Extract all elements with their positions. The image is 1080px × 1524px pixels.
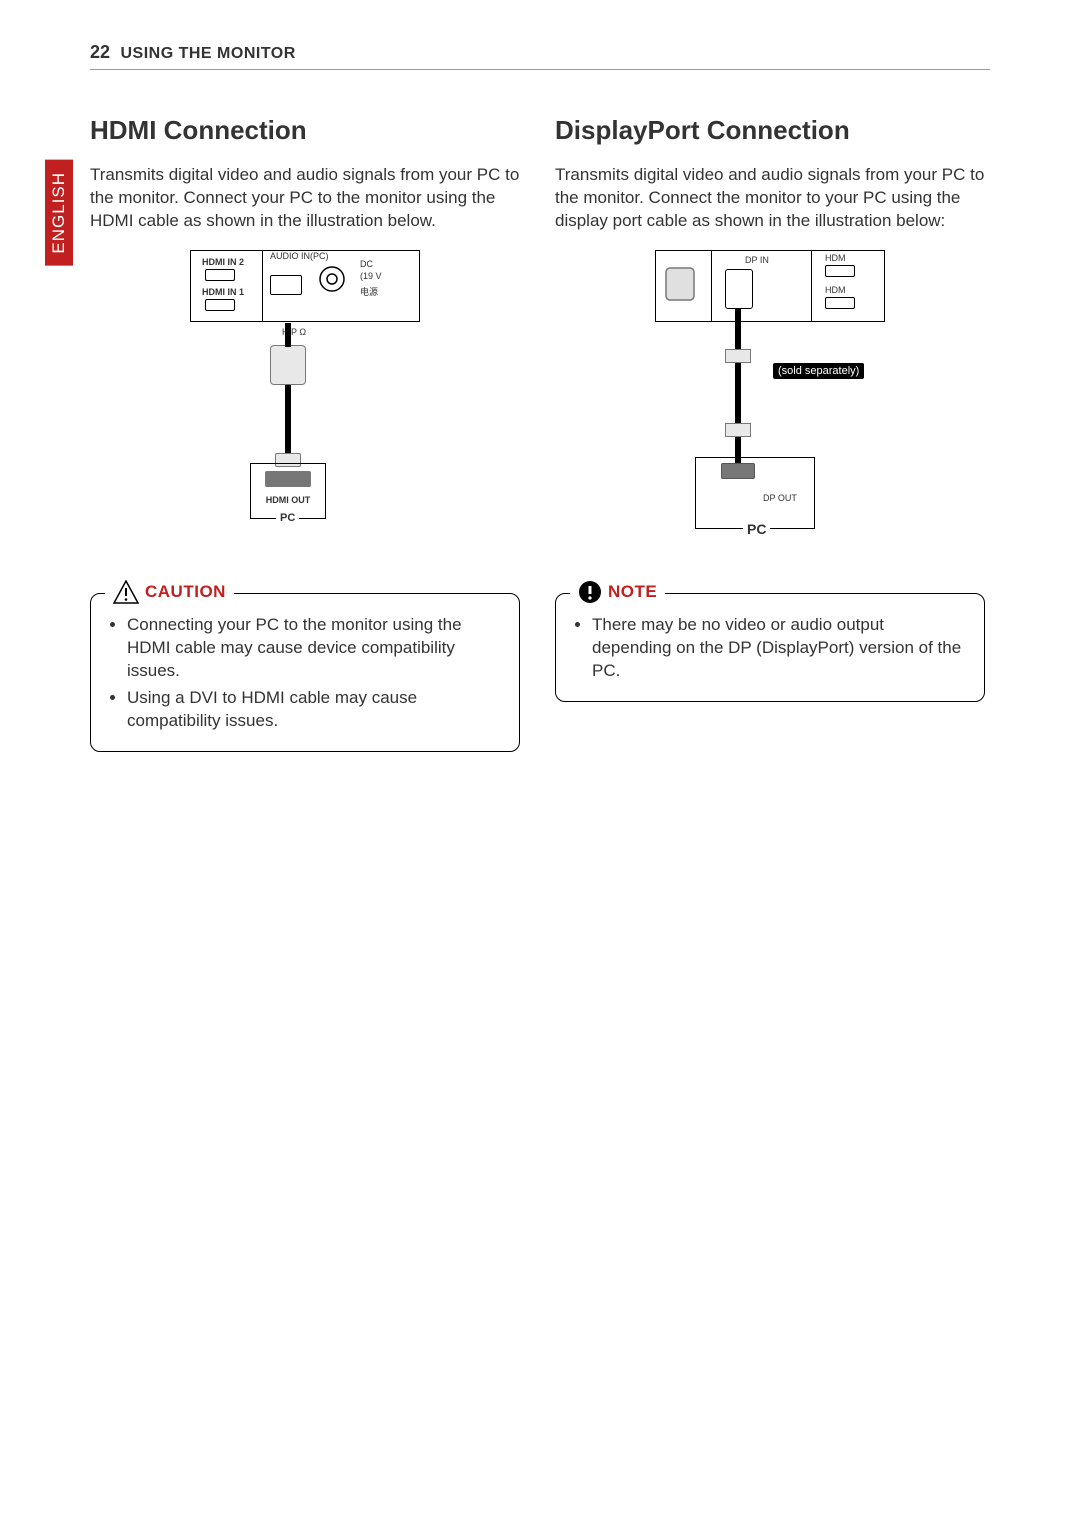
label-pc-right: PC: [743, 521, 770, 537]
right-column: DisplayPort Connection Transmits digital…: [555, 115, 985, 702]
note-icon: [578, 580, 602, 604]
note-item: There may be no video or audio output de…: [592, 614, 968, 683]
caution-box: CAUTION Connecting your PC to the monito…: [90, 593, 520, 752]
caution-item: Using a DVI to HDMI cable may cause comp…: [127, 687, 503, 733]
dp-diagram: DP IN HDM HDM (sold separately) DP OUT P…: [625, 245, 915, 565]
note-box: NOTE There may be no video or audio outp…: [555, 593, 985, 702]
label-dp-in: DP IN: [745, 255, 769, 265]
caution-item: Connecting your PC to the monitor using …: [127, 614, 503, 683]
hdmi-paragraph: Transmits digital video and audio signal…: [90, 164, 520, 233]
label-dc: DC: [360, 259, 373, 269]
hdmi-heading: HDMI Connection: [90, 115, 520, 146]
label-hdmi-top: HDM: [825, 253, 846, 263]
label-audio-in: AUDIO IN(PC): [270, 251, 329, 261]
label-hdmi-bot: HDM: [825, 285, 846, 295]
label-pc-left: PC: [276, 512, 299, 524]
label-dc-voltage: (19 V: [360, 271, 382, 281]
label-hdmi-out: HDMI OUT: [262, 495, 314, 505]
left-column: HDMI Connection Transmits digital video …: [90, 115, 520, 752]
note-title: NOTE: [608, 582, 657, 602]
section-title: USING THE MONITOR: [120, 45, 295, 62]
label-hdmi-in-1: HDMI IN 1: [202, 287, 244, 297]
dp-port-icon: [665, 267, 695, 301]
label-dp-out: DP OUT: [763, 493, 797, 503]
page-header: 22 USING THE MONITOR: [90, 42, 990, 70]
label-hdmi-in-2: HDMI IN 2: [202, 257, 244, 267]
caution-title: CAUTION: [145, 582, 226, 602]
note-list: There may be no video or audio output de…: [572, 614, 968, 683]
dp-heading: DisplayPort Connection: [555, 115, 985, 146]
caution-list: Connecting your PC to the monitor using …: [107, 614, 503, 733]
sold-separately-badge: (sold separately): [773, 363, 864, 379]
caution-icon: [113, 580, 139, 604]
label-power-cn: 电源: [360, 285, 378, 298]
page-number: 22: [90, 42, 110, 62]
language-tab: ENGLISH: [45, 160, 73, 266]
audio-jack-icon: [318, 265, 346, 293]
hdmi-diagram: HDMI IN 2 HDMI IN 1 AUDIO IN(PC) DC (19 …: [150, 245, 460, 565]
dp-paragraph: Transmits digital video and audio signal…: [555, 164, 985, 233]
